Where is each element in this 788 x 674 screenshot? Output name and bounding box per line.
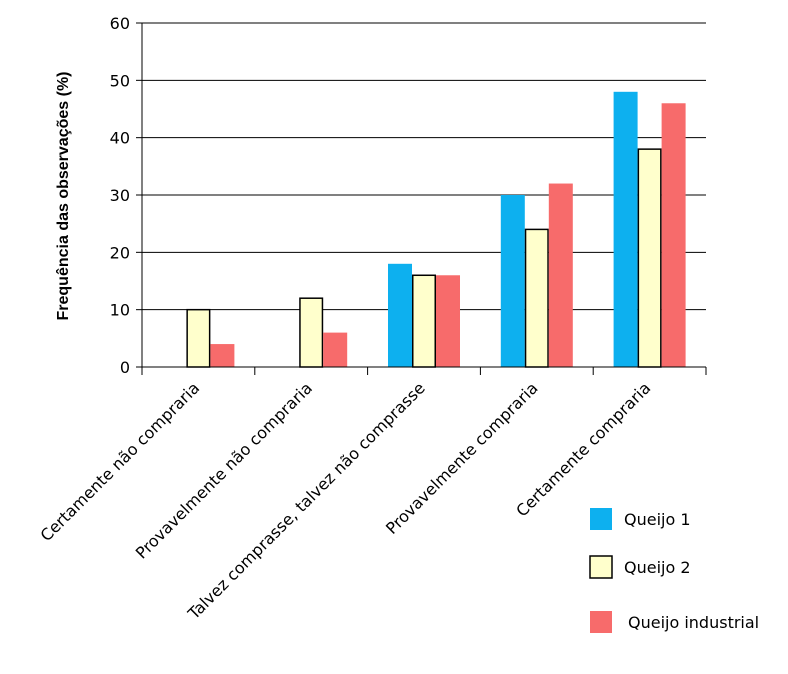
bar-queijo-industrial [661, 103, 686, 368]
y-tick-label: 20 [110, 243, 130, 262]
legend-swatch [590, 508, 612, 530]
y-tick-label: 30 [110, 186, 130, 205]
bar-queijo-industrial [210, 344, 235, 367]
legend-swatch [589, 555, 613, 579]
category-label: Talvez comprasse, talvez não comprasse [184, 378, 429, 623]
bar-queijo-industrial [436, 275, 460, 367]
category-label: Provavelmente não compraria [132, 378, 316, 562]
bar-queijo-2 [412, 274, 436, 368]
bar-queijo-1 [388, 263, 412, 367]
bar-queijo-2 [637, 148, 662, 368]
bar-queijo-2 [186, 308, 211, 368]
y-tick-label: 10 [110, 301, 130, 320]
y-tick-label: 50 [110, 71, 130, 90]
bar-queijo-industrial [548, 183, 573, 367]
legend-swatch [590, 611, 612, 633]
y-axis-label: Frequência das observações (%) [55, 72, 72, 321]
legend-label: Queijo 1 [624, 510, 691, 529]
gridlines [142, 22, 706, 311]
legend: Queijo 1 Queijo 2 Queijo industrial [589, 508, 759, 633]
y-tick-labels: 0 10 20 30 40 50 60 [110, 14, 130, 377]
legend-label: Queijo 2 [624, 558, 691, 577]
y-tick-label: 0 [120, 358, 130, 377]
axes [136, 22, 707, 375]
y-tick-label: 60 [110, 14, 130, 33]
bar-queijo-1 [613, 91, 638, 368]
bar-queijo-1 [500, 195, 525, 367]
legend-label: Queijo industrial [628, 613, 759, 632]
bar-queijo-industrial [323, 332, 348, 367]
y-tick-label: 40 [110, 129, 130, 148]
bar-queijo-2 [299, 297, 324, 368]
bar-queijo-2 [524, 228, 549, 368]
bars [186, 91, 686, 368]
